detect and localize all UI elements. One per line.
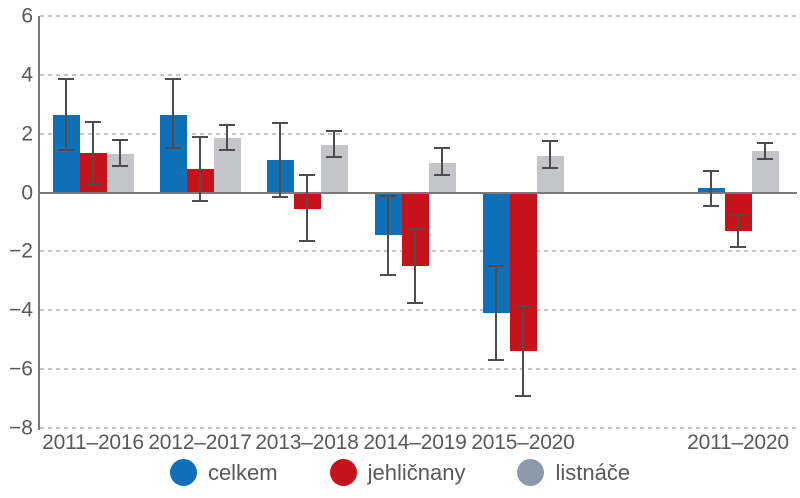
legend-swatch-celkem bbox=[169, 459, 197, 486]
error-bar-celkem bbox=[65, 79, 67, 150]
error-cap-top bbox=[112, 138, 128, 141]
y-tick-label: 6 bbox=[21, 4, 33, 28]
error-cap-bottom bbox=[515, 394, 531, 397]
error-cap-bottom bbox=[299, 240, 315, 243]
error-cap-bottom bbox=[326, 156, 342, 159]
y-tick-label: −2 bbox=[9, 239, 33, 263]
error-cap-top bbox=[515, 304, 531, 307]
error-cap-top bbox=[703, 169, 719, 172]
error-cap-top bbox=[434, 147, 450, 150]
error-cap-bottom bbox=[165, 147, 181, 150]
error-bar-celkem bbox=[279, 123, 281, 197]
y-tick-label: 2 bbox=[21, 122, 33, 146]
error-cap-bottom bbox=[542, 166, 558, 169]
error-bar-celkem bbox=[172, 79, 174, 149]
error-bar-jehličnany bbox=[92, 121, 94, 184]
legend-swatch-jehlicnany bbox=[329, 459, 357, 486]
error-cap-top bbox=[380, 194, 396, 197]
zero-axis-line bbox=[38, 191, 797, 194]
error-cap-bottom bbox=[407, 301, 423, 304]
gridline-y6 bbox=[40, 15, 800, 17]
y-tick-label: 4 bbox=[21, 63, 33, 87]
error-cap-top bbox=[165, 78, 181, 81]
error-cap-bottom bbox=[112, 165, 128, 168]
error-cap-bottom bbox=[757, 157, 773, 160]
error-cap-bottom bbox=[85, 182, 101, 185]
x-category-label: 2014–2019 bbox=[363, 431, 467, 454]
error-bar-celkem bbox=[495, 266, 497, 361]
error-bar-listnáče bbox=[441, 148, 443, 175]
x-category-label: 2015–2020 bbox=[471, 431, 575, 454]
error-cap-bottom bbox=[272, 195, 288, 198]
legend-label-celkem: celkem bbox=[207, 460, 278, 485]
error-bar-jehličnany bbox=[737, 214, 739, 247]
legend-label-jehlicnany: jehličnany bbox=[367, 460, 466, 485]
error-bar-jehličnany bbox=[522, 305, 524, 396]
gridline-y4 bbox=[40, 73, 800, 76]
y-tick-label: −4 bbox=[9, 298, 33, 322]
error-bar-listnáče bbox=[549, 141, 551, 168]
error-bar-celkem bbox=[710, 170, 712, 206]
gridline-y-6 bbox=[40, 368, 800, 371]
error-bar-listnáče bbox=[226, 124, 228, 150]
error-bar-listnáče bbox=[764, 142, 766, 159]
legend: celkem jehličnany listnáče bbox=[0, 459, 800, 486]
y-tick-label: −8 bbox=[9, 416, 33, 440]
error-cap-top bbox=[85, 120, 101, 123]
error-cap-bottom bbox=[488, 359, 504, 362]
error-bar-jehličnany bbox=[414, 229, 416, 303]
error-cap-bottom bbox=[730, 246, 746, 248]
legend-item-jehlicnany: jehličnany bbox=[329, 459, 466, 486]
y-tick-label: −6 bbox=[9, 357, 33, 381]
gridline-y-4 bbox=[40, 309, 800, 312]
error-cap-top bbox=[757, 141, 773, 144]
legend-swatch-listnace bbox=[517, 459, 545, 486]
error-bar-listnáče bbox=[333, 130, 335, 158]
error-cap-top bbox=[192, 135, 208, 138]
error-cap-top bbox=[542, 140, 558, 143]
error-bar-jehličnany bbox=[199, 136, 201, 202]
legend-label-listnace: listnáče bbox=[555, 460, 631, 485]
gridline-y2 bbox=[40, 132, 800, 135]
x-category-label: 2011–2016 bbox=[42, 431, 144, 454]
error-cap-bottom bbox=[58, 148, 74, 151]
x-category-label: 2013–2018 bbox=[255, 431, 359, 454]
error-cap-top bbox=[272, 122, 288, 125]
error-bar-listnáče bbox=[119, 139, 121, 167]
error-cap-bottom bbox=[380, 273, 396, 276]
y-axis-line bbox=[38, 16, 40, 430]
error-cap-bottom bbox=[703, 204, 719, 207]
x-category-label: 2012–2017 bbox=[148, 431, 252, 454]
error-cap-top bbox=[219, 123, 235, 126]
error-cap-top bbox=[407, 228, 423, 231]
y-tick-label: 0 bbox=[21, 181, 33, 205]
legend-item-celkem: celkem bbox=[169, 459, 278, 486]
legend-item-listnace: listnáče bbox=[517, 459, 630, 486]
error-cap-bottom bbox=[219, 148, 235, 151]
x-category-label: 2011–2020 bbox=[687, 431, 789, 454]
error-cap-top bbox=[488, 265, 504, 268]
error-cap-top bbox=[299, 173, 315, 176]
gridline-y-8 bbox=[40, 427, 800, 429]
error-cap-bottom bbox=[434, 173, 450, 176]
error-bar-celkem bbox=[387, 195, 389, 275]
error-cap-top bbox=[730, 213, 746, 216]
error-cap-top bbox=[326, 129, 342, 132]
error-bar-jehličnany bbox=[306, 174, 308, 242]
error-cap-top bbox=[58, 78, 74, 81]
error-cap-bottom bbox=[192, 200, 208, 203]
